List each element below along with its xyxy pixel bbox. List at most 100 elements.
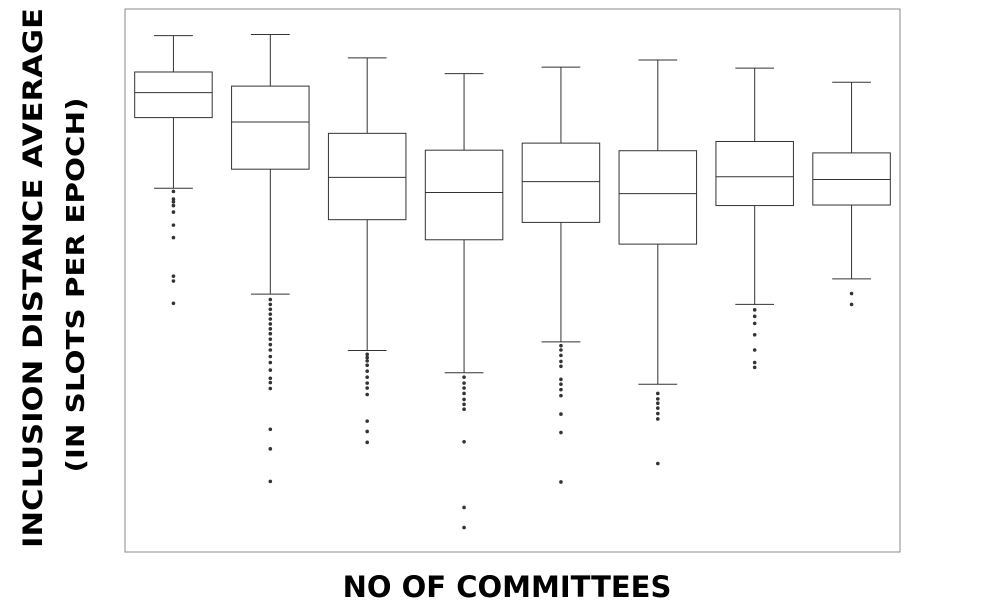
outlier-point [268, 322, 273, 326]
outlier-point [559, 382, 563, 387]
outlier-point [365, 419, 369, 423]
iqr-box [521, 142, 601, 223]
outlier-point [268, 342, 273, 347]
outlier-point [656, 401, 660, 406]
outlier-point [559, 343, 563, 348]
outlier-point [268, 354, 273, 359]
outlier-point [268, 331, 273, 336]
outlier-point [365, 375, 369, 379]
outlier-point [268, 337, 273, 341]
outlier-point [171, 203, 176, 208]
outlier-point [462, 505, 466, 510]
outlier-point [559, 353, 563, 358]
box-group-1 [134, 35, 213, 306]
outlier-point [171, 301, 176, 306]
x-axis-title: NO OF COMMITTEES [343, 570, 672, 604]
outlier-point [268, 376, 273, 381]
outlier-point [656, 411, 660, 416]
outlier-point [268, 386, 273, 391]
outlier-point [171, 197, 176, 201]
outlier-point [559, 412, 563, 416]
iqr-box [618, 150, 698, 245]
outlier-point [849, 302, 854, 307]
outlier-point [462, 402, 466, 407]
box-group-2 [231, 34, 310, 484]
outlier-point [268, 327, 273, 331]
outlier-point [462, 375, 466, 379]
outlier-point [365, 381, 369, 385]
box-group-4 [424, 73, 504, 530]
outlier-point [462, 525, 466, 530]
outlier-point [656, 417, 660, 421]
iqr-box [231, 85, 310, 170]
outlier-point [268, 307, 273, 312]
outlier-point [559, 359, 563, 364]
outlier-point [171, 223, 176, 227]
outlier-point [752, 314, 757, 319]
outlier-point [559, 387, 563, 392]
outlier-point [462, 407, 466, 411]
box-group-6 [618, 59, 698, 466]
outlier-point [365, 363, 369, 368]
outlier-point [268, 312, 273, 316]
iqr-box [715, 140, 794, 207]
iqr-box [424, 149, 504, 241]
outlier-point [752, 333, 757, 337]
outlier-point [268, 360, 273, 365]
outlier-point [365, 440, 369, 445]
outlier-point [268, 297, 273, 302]
outlier-point [656, 406, 660, 410]
outlier-point [752, 321, 757, 326]
box-group-7 [715, 67, 794, 370]
outlier-point [559, 348, 563, 352]
outlier-point [365, 359, 369, 363]
iqr-box [327, 132, 407, 221]
outlier-point [268, 380, 273, 385]
outlier-point [171, 235, 176, 240]
outlier-point [462, 391, 466, 396]
outlier-point [365, 369, 369, 373]
iqr-box [134, 71, 213, 119]
outlier-point [365, 429, 369, 434]
outlier-point [462, 386, 466, 390]
outlier-point [365, 352, 369, 357]
outlier-point [559, 480, 563, 484]
outlier-point [268, 348, 273, 352]
outlier-point [268, 427, 273, 432]
outlier-point [656, 391, 660, 396]
outlier-point [462, 397, 466, 402]
outlier-point [268, 317, 273, 321]
outlier-point [171, 199, 176, 204]
outlier-point [849, 291, 854, 296]
outlier-point [462, 381, 466, 385]
outlier-point [365, 392, 369, 397]
y-axis-title-line-2: (IN SLOTS PER EPOCH) [61, 98, 90, 473]
outlier-point [752, 365, 757, 370]
outlier-point [752, 308, 757, 312]
outlier-point [656, 397, 660, 401]
y-axis-title-line-1: INCLUSION DISTANCE AVERAGE [18, 8, 49, 548]
outlier-point [559, 430, 563, 435]
box-group-5 [521, 66, 601, 484]
outlier-point [365, 355, 369, 360]
outlier-point [268, 368, 273, 372]
outlier-point [656, 461, 660, 466]
outlier-point [171, 189, 176, 194]
outlier-point [268, 479, 273, 484]
outlier-point [365, 386, 369, 390]
outlier-point [559, 364, 563, 369]
outlier-point [171, 279, 176, 283]
outlier-point [559, 377, 563, 382]
outlier-point [752, 348, 757, 352]
outlier-point [752, 360, 757, 365]
iqr-box [812, 152, 891, 206]
outlier-point [268, 447, 273, 451]
box-group-3 [327, 57, 407, 445]
plot-frame [124, 8, 901, 553]
outlier-point [559, 393, 563, 398]
box-series [134, 34, 891, 530]
outlier-point [268, 302, 273, 307]
box-group-8 [812, 81, 891, 307]
outlier-point [171, 210, 176, 214]
